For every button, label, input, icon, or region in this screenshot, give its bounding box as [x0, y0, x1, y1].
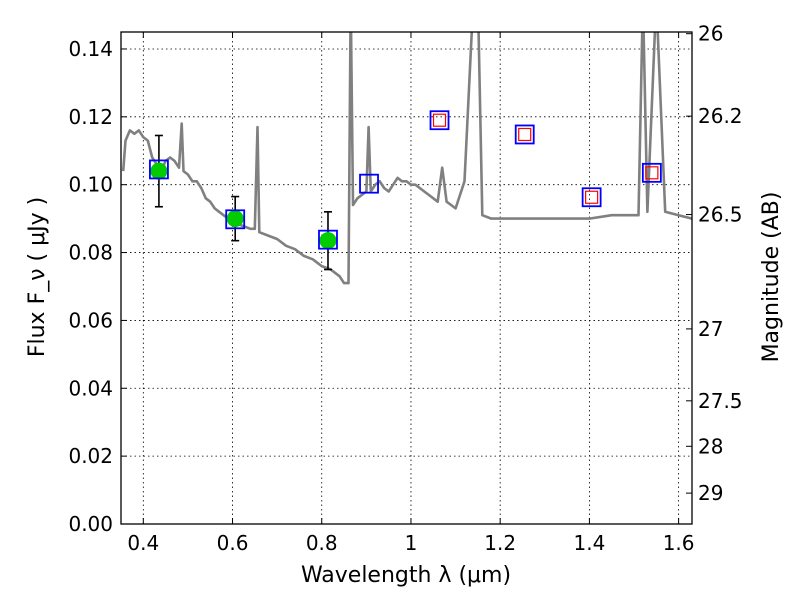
model-flux-square — [359, 173, 379, 194]
y-tick-label: 0.00 — [68, 512, 113, 536]
x-tick-label: 1.4 — [573, 531, 605, 555]
y-tick-label: 0.14 — [68, 37, 113, 61]
y-axis-label: Flux F_ν ( μJy ) — [25, 197, 50, 357]
model-flux-square — [149, 159, 169, 180]
right-axis-label: Magnitude (AB) — [759, 192, 784, 363]
right-tick-label: 28 — [698, 434, 723, 458]
x-tick-label: 1.6 — [663, 531, 695, 555]
x-tick-label: 0.8 — [306, 531, 338, 555]
y-tick-label: 0.12 — [68, 105, 113, 129]
model-flux-square — [641, 162, 662, 183]
right-tick-label: 26 — [698, 22, 723, 46]
model-flux-square — [581, 187, 602, 208]
observed-flux-point — [226, 210, 244, 228]
right-tick-label: 26.2 — [698, 104, 743, 128]
model-flux-square — [318, 229, 338, 250]
y-tick-label: 0.04 — [68, 376, 113, 400]
observed-flux-point — [150, 162, 168, 180]
upper-limit-square — [432, 113, 447, 127]
grid-lines — [121, 32, 692, 524]
template-spectrum — [121, 32, 692, 285]
x-tick-label: 0.6 — [217, 531, 249, 555]
model-flux-square — [225, 209, 246, 230]
y-tick-label: 0.02 — [68, 444, 113, 468]
right-tick-label: 27.5 — [698, 389, 743, 413]
upper-limit-square — [645, 166, 659, 180]
plot-frame — [120, 31, 693, 525]
upper-limit-square — [518, 127, 532, 142]
x-tick-label: 0.4 — [127, 531, 159, 555]
x-tick-label: 1.2 — [484, 531, 516, 555]
right-tick-label: 26.5 — [698, 203, 743, 227]
model-flux-square — [514, 124, 535, 145]
x-tick-label: 1 — [405, 531, 418, 555]
y-tick-label: 0.06 — [68, 308, 113, 332]
right-tick-label: 27 — [698, 317, 723, 341]
model-flux-square — [429, 110, 450, 131]
y-tick-label: 0.10 — [68, 173, 113, 197]
observed-flux-point — [319, 232, 337, 250]
right-tick-label: 29 — [698, 481, 723, 505]
upper-limit-square — [585, 190, 599, 204]
photometry-markers — [149, 110, 662, 271]
template-curve-line — [121, 32, 692, 285]
x-axis-label: Wavelength λ (μm) — [301, 563, 511, 588]
y-tick-label: 0.08 — [68, 241, 113, 265]
axis-ticks: 0.4 0.6 0.8 1 1.2 1.4 1.6 0.00 0.02 0.04 0.06 0.08 0… — [68, 22, 742, 555]
